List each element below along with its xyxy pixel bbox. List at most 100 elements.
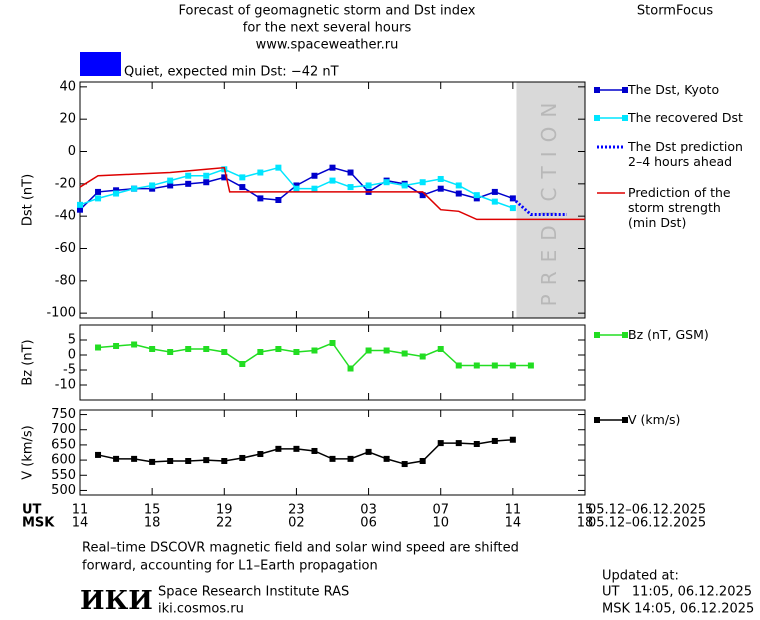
y-tick-label: -20: [55, 176, 76, 191]
data-point: [527, 362, 534, 369]
site: iki.cosmos.ru: [158, 602, 244, 617]
data-point: [473, 195, 480, 202]
data-point: [185, 346, 192, 352]
data-point: [149, 458, 156, 465]
data-point: [293, 185, 300, 192]
data-point: [473, 192, 480, 199]
data-point: [221, 458, 228, 464]
prediction-label: PREDICTION: [537, 94, 561, 307]
legend-marker: [594, 87, 600, 93]
y-tick-label: -80: [55, 273, 76, 288]
data-point: [509, 205, 516, 212]
data-point: [275, 445, 282, 452]
data-point: [95, 344, 102, 351]
data-point: [509, 362, 516, 369]
y-tick-label: 550: [51, 468, 76, 483]
ut-tick-label: 15: [144, 503, 161, 518]
data-point: [239, 184, 246, 191]
data-point: [275, 164, 282, 171]
y-axis-label: V (km/s): [21, 425, 36, 480]
data-point: [113, 187, 120, 194]
ut-tick-label: 07: [432, 503, 449, 518]
ut-tick-label: 15: [577, 503, 594, 518]
ut-tick-label: 23: [288, 503, 305, 518]
data-point: [455, 362, 462, 369]
y-tick-label: 650: [51, 437, 76, 452]
y-tick-label: 0: [68, 144, 76, 159]
data-point: [437, 185, 444, 192]
data-point: [131, 455, 138, 462]
y-tick-label: 700: [51, 422, 76, 437]
msk-tick-label: 06: [360, 516, 377, 531]
ut-label: UT: [22, 503, 42, 518]
data-point: [347, 455, 354, 462]
series-line: [97, 342, 531, 370]
legend-entry: V (km/s): [628, 412, 681, 427]
data-point: [113, 455, 120, 462]
data-point: [239, 454, 246, 461]
data-point: [347, 169, 354, 176]
data-point: [365, 347, 372, 354]
legend-marker: [622, 417, 628, 423]
data-point: [185, 180, 192, 187]
data-point: [347, 184, 354, 191]
data-point: [365, 182, 372, 189]
data-point: [257, 169, 264, 176]
data-point: [95, 451, 102, 458]
data-point: [167, 177, 174, 184]
data-point: [131, 185, 138, 192]
legend-entry: The Dst, Kyoto: [628, 82, 720, 97]
note-line: forward, accounting for L1–Earth propaga…: [82, 559, 378, 574]
data-point: [383, 179, 390, 186]
data-point: [95, 195, 102, 202]
legend-marker: [594, 417, 600, 423]
msk-tick-label: 14: [505, 516, 522, 531]
y-tick-label: 20: [59, 112, 76, 127]
legend-marker: [594, 115, 600, 121]
legend-marker: [622, 115, 628, 121]
data-point: [113, 343, 120, 349]
data-point: [455, 440, 462, 447]
data-point: [113, 190, 120, 197]
prediction-region: [516, 82, 585, 318]
data-point: [167, 182, 174, 189]
data-point: [347, 365, 354, 372]
data-point: [185, 172, 192, 179]
msk-tick-label: 22: [216, 516, 233, 531]
plot-frame: [79, 81, 586, 319]
data-point: [491, 188, 498, 195]
data-point: [329, 164, 336, 171]
brand: StormFocus: [637, 4, 713, 19]
data-point: [419, 179, 426, 186]
legend-entry: The recovered Dst: [628, 110, 743, 125]
msk-range: 05.12–06.12.2025: [588, 516, 706, 531]
y-tick-label: -60: [55, 241, 76, 256]
title-line: www.spaceweather.ru: [256, 38, 399, 53]
data-point: [77, 201, 83, 208]
data-point: [329, 177, 336, 184]
status-label: Quiet, expected min Dst: −42 nT: [124, 65, 339, 80]
org: Space Research Institute RAS: [158, 585, 349, 600]
y-axis-label: Dst (nT): [21, 174, 36, 226]
data-point: [239, 174, 246, 181]
data-point: [149, 185, 156, 192]
data-point: [491, 437, 498, 444]
data-point: [149, 182, 156, 189]
data-point: [455, 190, 462, 197]
ut-tick-label: 03: [360, 503, 377, 518]
updated-ut: UT 11:05, 06.12.2025: [602, 585, 752, 600]
data-point: [491, 362, 498, 369]
data-point: [131, 341, 138, 348]
title-line: Forecast of geomagnetic storm and Dst in…: [178, 4, 475, 19]
data-point: [203, 179, 210, 186]
data-point: [257, 451, 264, 458]
data-point: [311, 185, 318, 192]
data-point: [473, 362, 480, 369]
data-point: [311, 347, 318, 354]
data-point: [437, 175, 444, 182]
plot-frame: [79, 324, 586, 401]
series-line: [511, 197, 567, 217]
y-tick-label: 0: [68, 348, 76, 363]
y-tick-label: -5: [63, 363, 76, 378]
